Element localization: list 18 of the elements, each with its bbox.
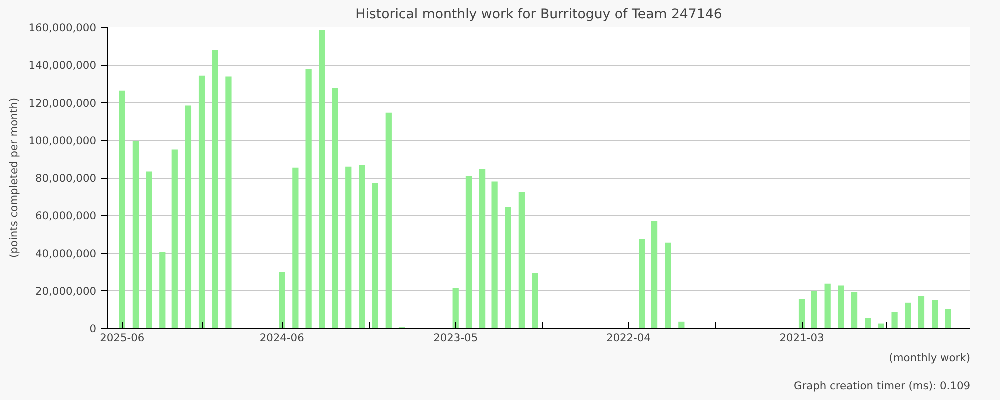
y-tick-label: 60,000,000 (35, 210, 97, 223)
y-tick-label: 20,000,000 (35, 284, 97, 298)
y-axis-title: (points completed per month) (8, 98, 21, 258)
x-tick-label: 2022-04 (606, 332, 652, 344)
x-tick-label: 2023-05 (434, 332, 478, 344)
text: Graph creation timer (ms): 0.109 (794, 380, 971, 392)
x-tick-label: 2021-03 (780, 332, 824, 344)
x-tick-label: 2024-06 (260, 332, 305, 344)
x-axis-title: (monthly work) (889, 352, 970, 364)
y-tick-label: 140,000,000 (28, 59, 97, 72)
y-tick-label: 100,000,000 (28, 134, 97, 148)
y-tick-label: 40,000,000 (35, 247, 97, 260)
chart-title: Historical monthly work for Burritoguy of Team 247146 (356, 8, 722, 22)
y-tick-label: 120,000,000 (28, 96, 97, 110)
y-tick-label: 80,000,000 (35, 172, 97, 185)
y-tick-label: 0 (90, 322, 97, 336)
y-tick-label: 160,000,000 (28, 22, 97, 34)
x-tick-label: 2025-06 (100, 332, 145, 344)
